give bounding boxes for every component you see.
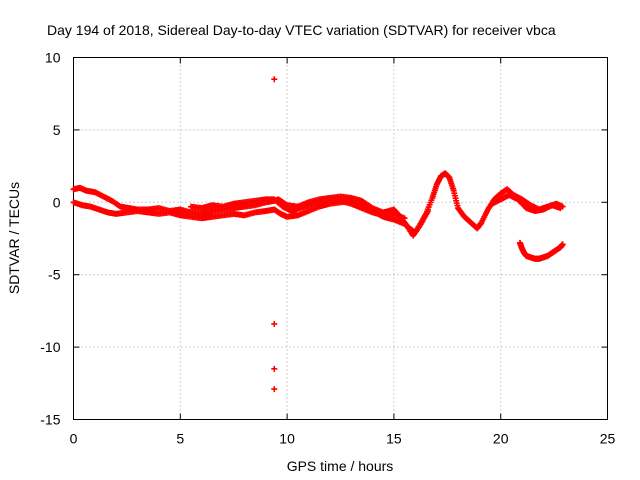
y-tick-label: -5 — [48, 267, 61, 283]
x-tick-label: 25 — [600, 431, 616, 447]
x-tick-label: 10 — [279, 431, 295, 447]
outlier-point — [271, 365, 278, 372]
plot-frame — [73, 57, 608, 420]
data-point — [425, 207, 432, 214]
y-tick-label: 0 — [53, 194, 61, 210]
outlier-point — [271, 320, 278, 327]
x-tick-labels: 0 5 10 15 20 25 — [70, 431, 616, 447]
outlier-point — [271, 386, 278, 393]
chart-title: Day 194 of 2018, Sidereal Day-to-day VTE… — [47, 22, 556, 38]
y-tick-label: -10 — [40, 339, 60, 355]
x-tick-label: 15 — [386, 431, 402, 447]
y-axis-title: SDTVAR / TECUs — [6, 182, 22, 294]
x-tick-label: 0 — [70, 431, 78, 447]
y-tick-label: 10 — [45, 50, 61, 66]
data-point — [559, 241, 566, 248]
x-tick-label: 20 — [493, 431, 509, 447]
axis-ticks — [73, 57, 608, 420]
y-tick-labels: -15 -10 -5 0 5 10 — [40, 50, 60, 428]
data-point — [401, 215, 408, 222]
x-axis-title: GPS time / hours — [287, 458, 394, 474]
data-points — [70, 76, 566, 393]
data-point — [557, 205, 564, 212]
grid-lines — [73, 57, 608, 420]
y-tick-label: 5 — [53, 122, 61, 138]
y-tick-label: -15 — [40, 412, 60, 428]
x-tick-label: 5 — [176, 431, 184, 447]
outlier-point — [271, 76, 278, 83]
